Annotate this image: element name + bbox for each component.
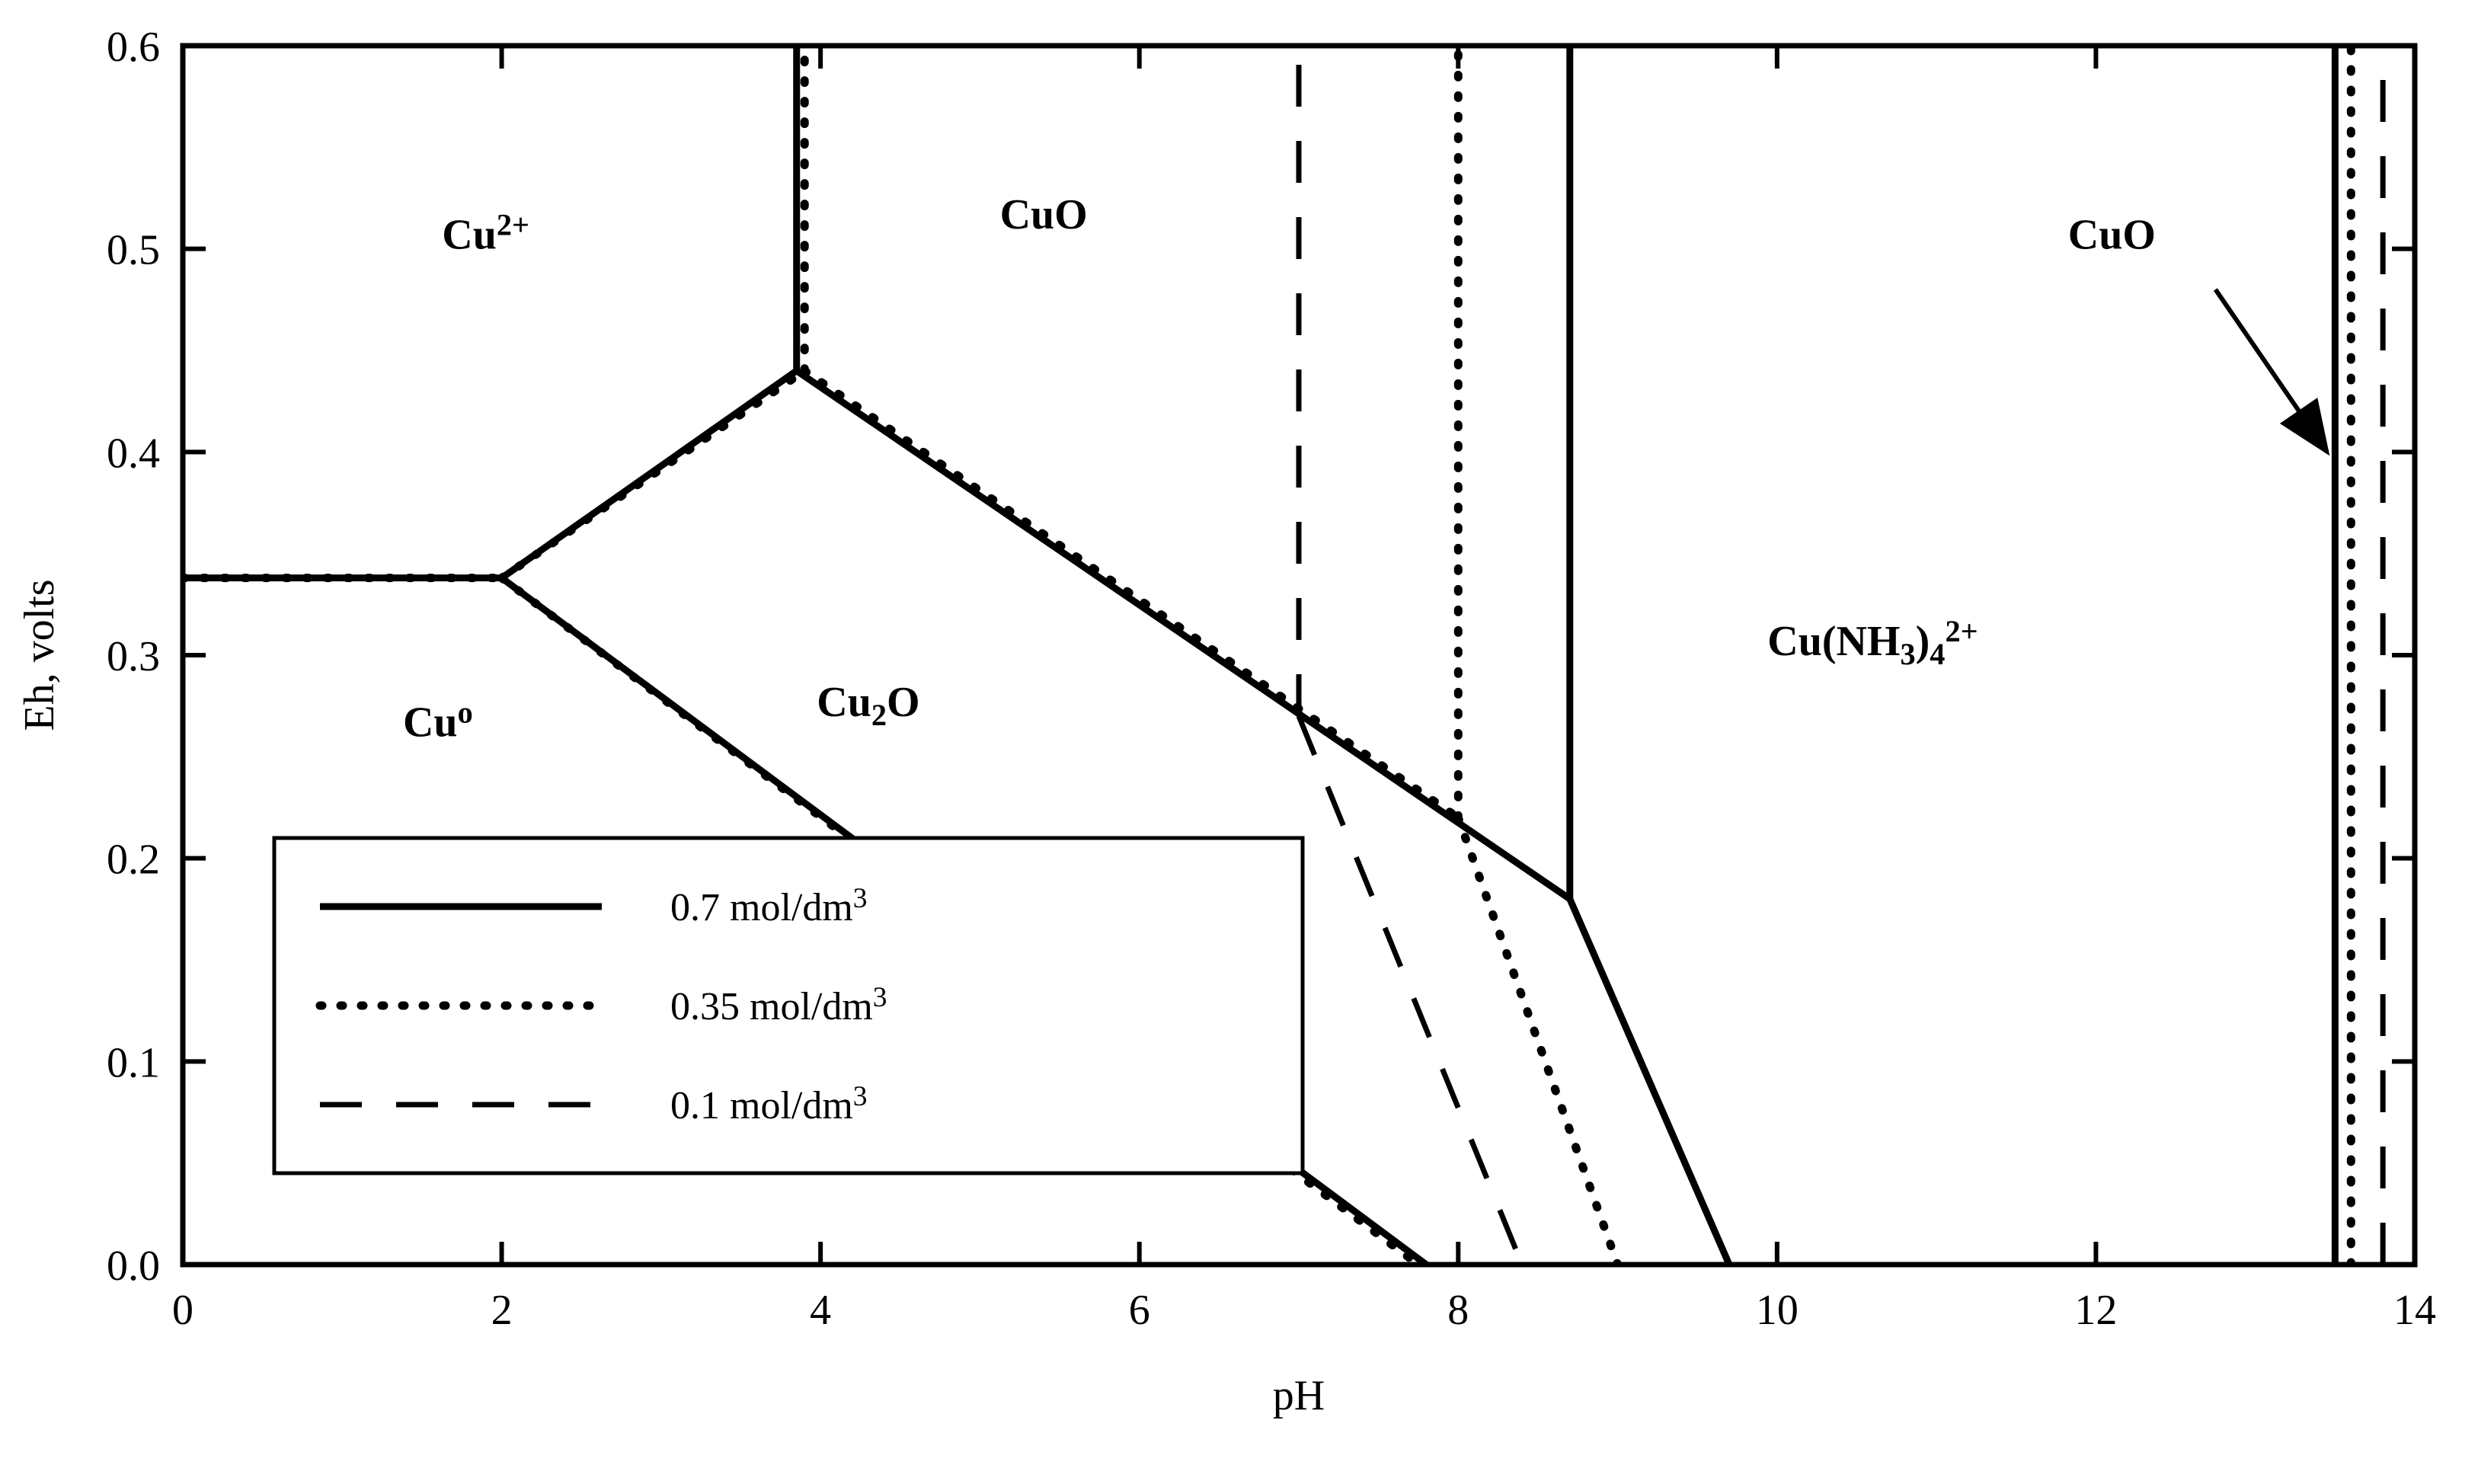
x-axis-label: pH xyxy=(1273,1372,1325,1419)
x-tick-label: 6 xyxy=(1129,1287,1150,1334)
x-tick-label: 4 xyxy=(810,1287,831,1334)
y-tick-label: 0.3 xyxy=(107,633,160,680)
y-axis-label: Eh, volts xyxy=(16,579,63,731)
x-tick-label: 14 xyxy=(2393,1287,2436,1334)
x-tick-label: 12 xyxy=(2074,1287,2117,1334)
legend-label: 0.35 mol/dm3 xyxy=(670,982,887,1028)
region-label: Cu2O xyxy=(817,679,919,732)
x-tick-label: 8 xyxy=(1447,1287,1469,1334)
x-tick-label: 0 xyxy=(172,1287,193,1334)
x-tick-label: 2 xyxy=(491,1287,513,1334)
y-tick-label: 0.0 xyxy=(107,1243,160,1290)
y-tick-label: 0.5 xyxy=(107,227,160,274)
legend-label: 0.1 mol/dm3 xyxy=(670,1081,868,1127)
legend-label: 0.7 mol/dm3 xyxy=(670,883,868,929)
y-tick-label: 0.2 xyxy=(107,836,160,884)
y-tick-label: 0.4 xyxy=(107,430,160,477)
y-tick-label: 0.1 xyxy=(107,1039,160,1086)
y-tick-label: 0.6 xyxy=(107,24,160,71)
x-tick-label: 10 xyxy=(1756,1287,1799,1334)
region-label: CuO xyxy=(2068,212,2156,259)
chart-svg: 0 2 4 6 8 10 12 14 pH 0.0 0.1 0.2 0.3 0.4 0.5 0.6 Eh, vo… xyxy=(0,0,2478,1484)
region-label: CuO xyxy=(1000,191,1088,238)
pourbaix-chart: 0 2 4 6 8 10 12 14 pH 0.0 0.1 0.2 0.3 0.4 0.5 0.6 Eh, vo… xyxy=(0,0,2478,1484)
